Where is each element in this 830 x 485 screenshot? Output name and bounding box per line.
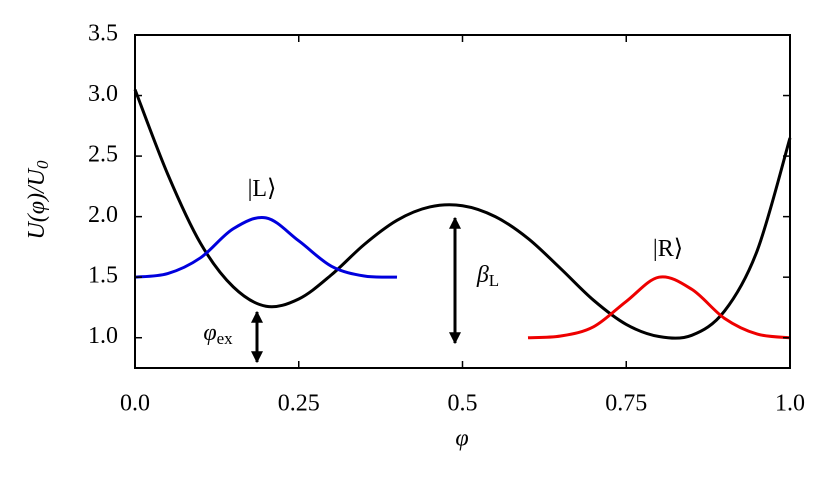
curve	[133, 88, 792, 340]
x-axis-label: φ	[455, 426, 468, 452]
curve	[527, 275, 791, 340]
plot-area	[133, 88, 792, 340]
annotation-text: β	[476, 262, 489, 288]
y-label-sub: 0	[33, 160, 52, 169]
annotation: |L⟩	[248, 176, 277, 202]
annotation-sub: ex	[217, 329, 234, 348]
x-tick-label: 0.25	[278, 391, 320, 417]
y-tick-label: 1.0	[88, 323, 118, 349]
y-tick-label: 2.5	[88, 142, 118, 168]
x-tick-label: 1.0	[775, 391, 805, 417]
x-tick-label: 0.0	[120, 391, 150, 417]
y-tick-label: 3.0	[88, 81, 118, 107]
y-tick-label: 3.5	[88, 21, 118, 47]
annotation: βL	[476, 262, 499, 290]
annotation-sub: L	[489, 271, 499, 290]
x-tick-label: 0.75	[605, 391, 647, 417]
plot-frame	[134, 34, 791, 369]
y-tick-label: 1.5	[88, 263, 118, 289]
annotation-text: φ	[203, 320, 216, 346]
y-tick-label: 2.0	[88, 202, 118, 228]
y-axis-label: U(φ)/U0	[24, 160, 52, 240]
curve	[134, 215, 398, 279]
annotation-text: |R⟩	[653, 236, 683, 262]
annotation: φex	[203, 320, 233, 348]
annotation: |R⟩	[653, 236, 683, 262]
annotation-text: |L⟩	[248, 176, 277, 202]
x-tick-label: 0.5	[448, 391, 478, 417]
y-label-main: U(φ)/U	[24, 167, 50, 239]
